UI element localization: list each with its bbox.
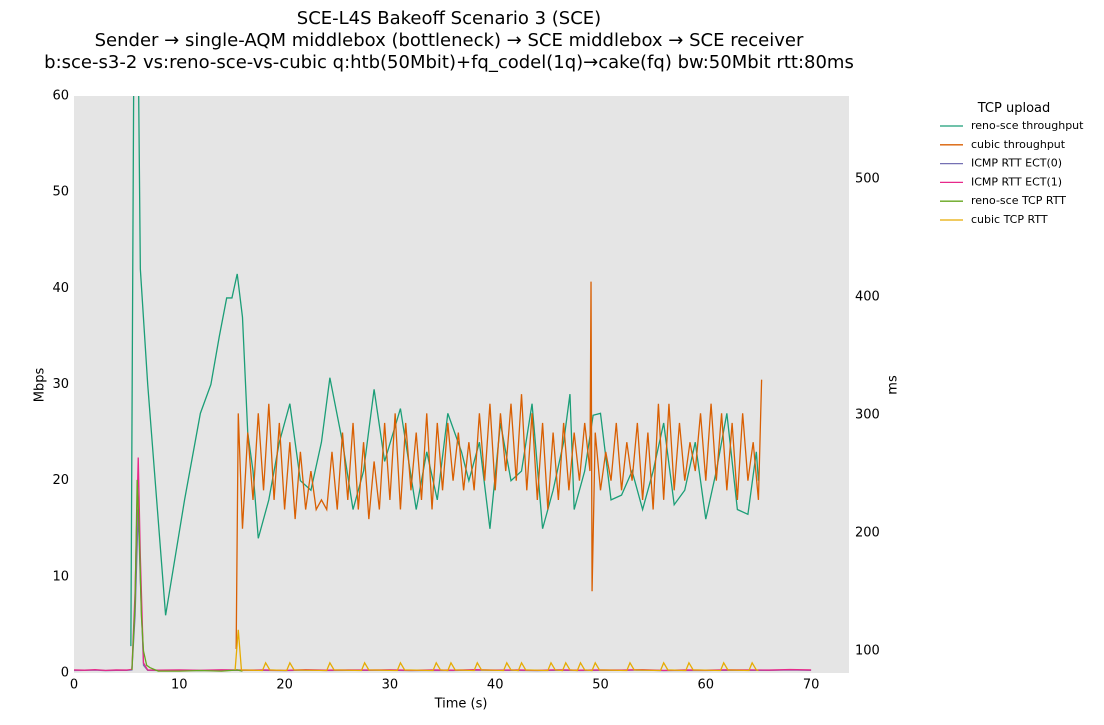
x-tick-label: 30 — [382, 678, 399, 693]
y2-tick-label: 400 — [855, 289, 880, 304]
plot-lines — [74, 96, 812, 672]
x-tick-label: 0 — [70, 678, 78, 693]
chart-title: SCE-L4S Bakeoff Scenario 3 (SCE) — [297, 8, 601, 29]
y-tick-label: 10 — [52, 569, 69, 584]
series-line — [234, 629, 759, 672]
x-tick-label: 40 — [487, 678, 504, 693]
y-tick-label: 0 — [61, 666, 69, 681]
y-tick-label: 30 — [52, 377, 69, 392]
chart-subtitle: b:sce-s3-2 vs:reno-sce-vs-cubic q:htb(50… — [44, 52, 854, 73]
legend-label: reno-sce throughput — [971, 119, 1084, 132]
series-line — [235, 281, 763, 649]
legend-label: reno-sce TCP RTT — [971, 194, 1066, 207]
y2-tick-label: 500 — [855, 171, 880, 186]
series-line — [131, 479, 243, 672]
legend-label: ICMP RTT ECT(0) — [971, 157, 1062, 170]
x-axis-label: Time (s) — [434, 697, 488, 712]
y2-axis-label: ms — [886, 375, 901, 395]
y-tick-label: 40 — [52, 281, 69, 296]
plot-background — [74, 96, 849, 673]
x-tick-label: 60 — [698, 678, 715, 693]
legend-title: TCP upload — [977, 101, 1051, 116]
y2-tick-label: 100 — [855, 644, 880, 659]
y-axis-label: Mbps — [33, 368, 48, 403]
x-tick-label: 20 — [276, 678, 293, 693]
y2-tick-label: 200 — [855, 526, 880, 541]
legend-label: cubic TCP RTT — [971, 213, 1048, 226]
y-tick-label: 50 — [52, 185, 69, 200]
y-tick-label: 20 — [52, 473, 69, 488]
x-tick-label: 10 — [171, 678, 188, 693]
chart-subtitle: Sender → single-AQM middlebox (bottlenec… — [95, 30, 804, 51]
y-tick-label: 60 — [52, 89, 69, 104]
legend-label: ICMP RTT ECT(1) — [971, 175, 1062, 188]
x-tick-label: 50 — [592, 678, 609, 693]
legend-label: cubic throughput — [971, 138, 1066, 151]
y2-tick-label: 300 — [855, 408, 880, 423]
x-tick-label: 70 — [803, 678, 820, 693]
